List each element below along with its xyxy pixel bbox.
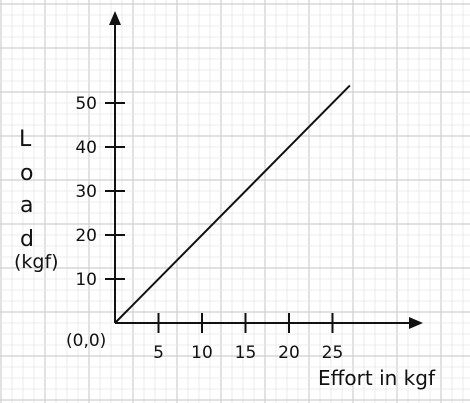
y-axis-arrow <box>109 11 121 25</box>
x-tick-label: 25 <box>322 343 344 363</box>
axes <box>109 11 423 329</box>
x-tick-label: 10 <box>191 343 213 363</box>
x-tick-label: 15 <box>235 343 257 363</box>
x-tick-label: 5 <box>153 343 164 363</box>
y-tick-label: 50 <box>75 94 97 114</box>
origin-label: (0,0) <box>66 331 106 351</box>
y-tick-label: 30 <box>75 182 97 202</box>
y-axis-label-letter: o <box>20 161 33 186</box>
x-axis-arrow <box>409 317 423 329</box>
y-axis-label-letter: d <box>20 227 34 252</box>
y-axis-label-letter: a <box>20 193 33 218</box>
x-tick-label: 20 <box>278 343 300 363</box>
data-series <box>114 84 351 324</box>
x-axis-label: Effort in kgf <box>318 366 436 390</box>
y-axis-label-letter: L <box>19 127 32 152</box>
y-tick-label: 40 <box>75 138 97 158</box>
series-line <box>114 84 351 324</box>
y-tick-label: 20 <box>75 226 97 246</box>
y-tick-label: 10 <box>75 270 97 290</box>
y-axis-unit-label: (kgf) <box>14 251 59 273</box>
axis-ticks: 5 10 15 20 25 10 20 30 40 50 <box>75 94 343 363</box>
